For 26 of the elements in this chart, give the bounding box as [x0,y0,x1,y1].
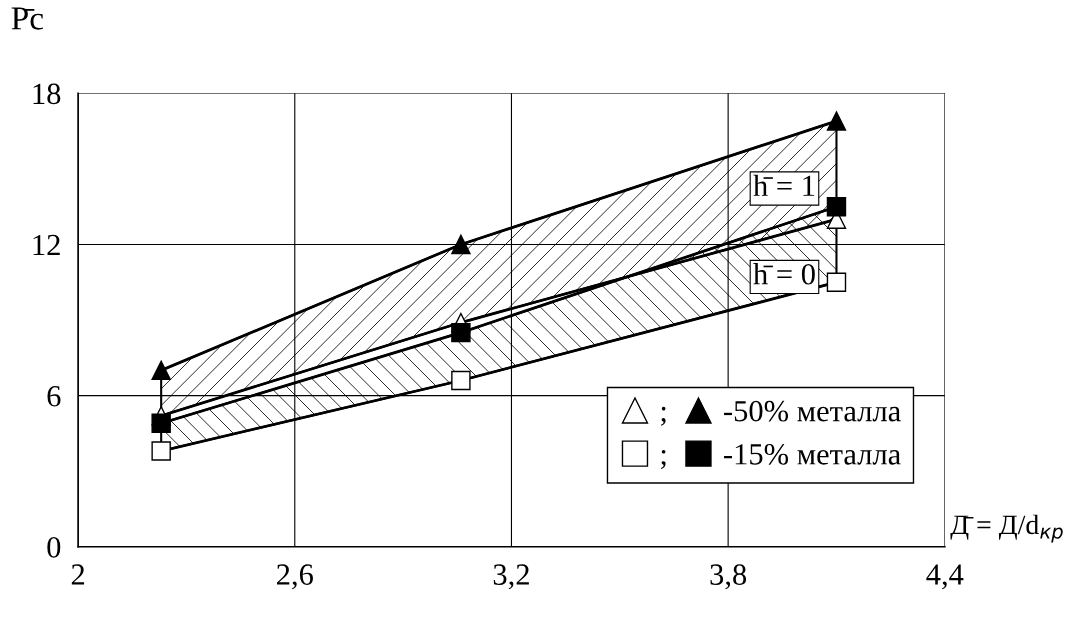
y-tick-label: 18 [33,83,61,105]
legend-label: -15% металла [724,444,901,465]
x-tick-label: 3,8 [710,564,747,590]
y-tick-label: 12 [33,234,60,256]
annotation: h̄ = 0 [753,263,815,285]
y-tick-label: 6 [47,385,61,407]
x-tick-label: 2 [71,564,85,585]
x-tick-label: 2,6 [277,564,313,590]
legend-label: ; [661,406,666,426]
x-tick-label: 4,4 [926,564,964,590]
legend-label: -50% металла [724,400,901,422]
point [451,234,471,255]
legend-label: ; [661,449,666,470]
point [151,413,171,434]
point [151,441,171,461]
y-tick-label: 0 [47,537,61,558]
point [151,360,171,381]
x-axis-title: Д̄ = Д/d$_{кр}$ [950,514,1063,543]
x-tick-label: 3,2 [493,564,529,590]
y-axis-title: P̄c [11,7,44,30]
point [826,272,847,292]
point [451,370,471,391]
point [451,322,471,343]
annotation: h̄ = 1 [753,174,815,196]
point [826,196,847,217]
point [826,111,847,131]
